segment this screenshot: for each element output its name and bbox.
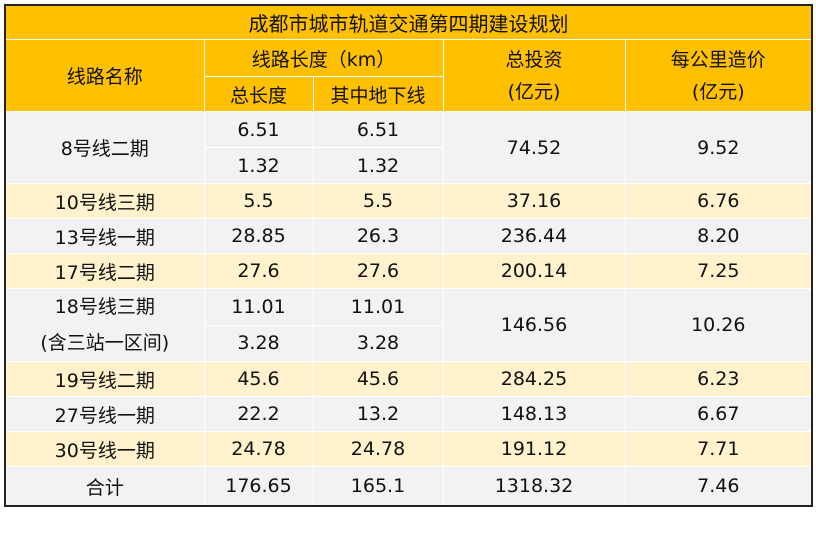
cell-total-length: 24.78: [203, 431, 314, 467]
cell-total-length: 45.6: [203, 361, 314, 397]
table-row: 13号线一期 28.85 26.3 236.44 8.20: [4, 218, 813, 254]
cell-investment: 146.56: [442, 288, 626, 362]
cell-underground-length: 13.2: [312, 396, 444, 432]
cell-investment: 37.16: [442, 183, 626, 219]
cell-underground-length: 6.51: [312, 111, 444, 148]
cell-line-name: 13号线一期: [4, 218, 205, 254]
cell-cost: 6.76: [624, 183, 813, 219]
table-row: 8号线二期 6.51 6.51 74.52 9.52: [4, 111, 813, 184]
header-investment-line2: (亿元): [507, 80, 561, 103]
cell-line-name: 19号线二期: [4, 361, 205, 397]
cell-cost: 7.71: [624, 431, 813, 467]
total-row: 合计 176.65 165.1 1318.32 7.46: [4, 466, 813, 507]
cell-underground-length: 5.5: [312, 183, 444, 219]
cell-line-name-line1: 18号线三期: [54, 296, 155, 318]
table-row: 19号线二期 45.6 45.6 284.25 6.23: [4, 361, 813, 397]
cell-investment: 191.12: [442, 431, 626, 467]
cell-total-length: 6.51: [203, 111, 314, 148]
table-title: 成都市城市轨道交通第四期建设规划: [4, 4, 813, 40]
cell-investment: 284.25: [442, 361, 626, 397]
cell-total-length: 5.5: [203, 183, 314, 219]
cell-total-label: 合计: [4, 466, 205, 507]
header-length-group: 线路长度（km）: [203, 39, 444, 77]
cell-line-name: 17号线二期: [4, 253, 205, 289]
cell-underground-length: 27.6: [312, 253, 444, 289]
cell-underground-length: 1.32: [312, 147, 444, 184]
cell-line-name: 27号线一期: [4, 396, 205, 432]
cell-total-length: 176.65: [203, 466, 314, 507]
cell-total-length: 27.6: [203, 253, 314, 289]
cell-investment: 200.14: [442, 253, 626, 289]
cell-line-name-line2: (含三站一区间): [40, 332, 170, 354]
cell-investment: 1318.32: [442, 466, 626, 507]
cell-cost: 6.23: [624, 361, 813, 397]
cell-cost: 10.26: [624, 288, 813, 362]
table-row: 18号线三期 (含三站一区间) 11.01 11.01 146.56 10.26: [4, 288, 813, 362]
table-row: 30号线一期 24.78 24.78 191.12 7.71: [4, 431, 813, 467]
cell-line-name: 10号线三期: [4, 183, 205, 219]
cell-total-length: 11.01: [203, 288, 314, 326]
cell-underground-length: 165.1: [312, 466, 444, 507]
cell-underground-length: 3.28: [312, 324, 444, 362]
planning-table: 成都市城市轨道交通第四期建设规划 线路名称 线路长度（km） 总投资 (亿元) …: [4, 4, 814, 507]
cell-total-length: 22.2: [203, 396, 314, 432]
header-investment-line1: 总投资: [505, 48, 563, 71]
cell-line-name: 30号线一期: [4, 431, 205, 467]
header-cost: 每公里造价 (亿元): [624, 39, 813, 112]
cell-underground-length: 45.6: [312, 361, 444, 397]
table-row: 10号线三期 5.5 5.5 37.16 6.76: [4, 183, 813, 219]
cell-total-length: 28.85: [203, 218, 314, 254]
cell-line-name: 18号线三期 (含三站一区间): [4, 288, 205, 362]
cell-investment: 148.13: [442, 396, 626, 432]
cell-cost: 7.46: [624, 466, 813, 507]
cell-total-length: 1.32: [203, 147, 314, 184]
header-cost-line1: 每公里造价: [670, 48, 766, 71]
header-cost-line2: (亿元): [691, 80, 745, 103]
cell-total-length: 3.28: [203, 324, 314, 362]
cell-cost: 7.25: [624, 253, 813, 289]
cell-underground-length: 24.78: [312, 431, 444, 467]
cell-underground-length: 26.3: [312, 218, 444, 254]
table-container: 成都市城市轨道交通第四期建设规划 线路名称 线路长度（km） 总投资 (亿元) …: [4, 4, 814, 507]
cell-investment: 236.44: [442, 218, 626, 254]
cell-cost: 8.20: [624, 218, 813, 254]
table-row: 17号线二期 27.6 27.6 200.14 7.25: [4, 253, 813, 289]
table-row: 27号线一期 22.2 13.2 148.13 6.67: [4, 396, 813, 432]
header-underground-length: 其中地下线: [312, 76, 444, 112]
cell-investment: 74.52: [442, 111, 626, 184]
header-total-length: 总长度: [203, 76, 314, 112]
header-line-name: 线路名称: [4, 39, 205, 112]
cell-line-name: 8号线二期: [4, 111, 205, 184]
header-investment: 总投资 (亿元): [442, 39, 626, 112]
cell-cost: 6.67: [624, 396, 813, 432]
cell-cost: 9.52: [624, 111, 813, 184]
cell-underground-length: 11.01: [312, 288, 444, 326]
